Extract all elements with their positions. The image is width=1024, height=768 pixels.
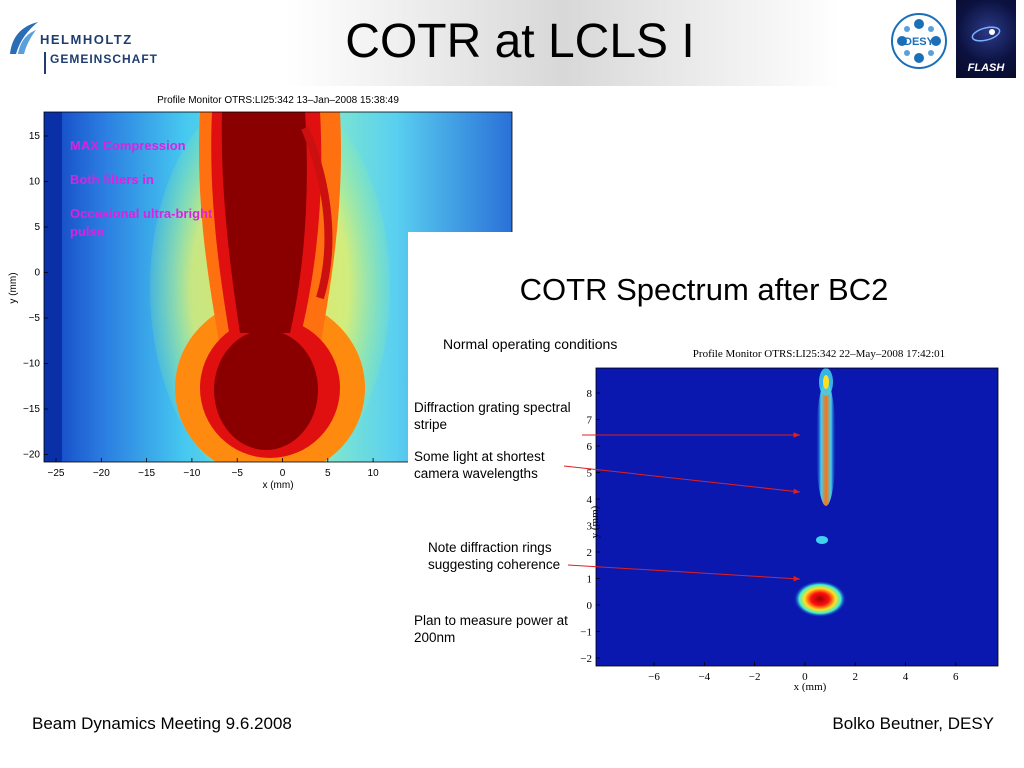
- left-x-tick: −20: [93, 468, 110, 479]
- left-x-tick: 5: [325, 468, 331, 479]
- right-y-tick: 3: [587, 521, 593, 533]
- left-x-tick: 10: [368, 468, 380, 479]
- flash-logo: FLASH: [956, 0, 1016, 78]
- note-line: Diffraction grating spectral: [414, 400, 571, 415]
- left-annotation-2: Both filters in: [70, 172, 154, 187]
- left-figure-caption: Profile Monitor OTRS:LI25:342 13–Jan–200…: [157, 95, 399, 106]
- right-y-tick: 2: [587, 547, 593, 559]
- left-x-tick: −15: [138, 468, 155, 479]
- left-y-tick: 0: [34, 268, 40, 279]
- left-x-tick: −10: [183, 468, 200, 479]
- right-x-tick: 4: [903, 671, 909, 683]
- note-arrowhead: [793, 488, 800, 495]
- right-y-tick: −1: [580, 627, 592, 639]
- note-arrow: [563, 465, 801, 493]
- left-y-tick: 10: [29, 177, 41, 188]
- right-y-tick: 6: [587, 441, 593, 453]
- desy-label: DESY: [904, 36, 935, 48]
- logo-line2: GEMEINSCHAFT: [50, 52, 158, 66]
- left-y-tick: −10: [23, 359, 40, 370]
- footer-meeting: Beam Dynamics Meeting 9.6.2008: [32, 714, 292, 733]
- right-x-tick: 6: [953, 671, 959, 683]
- left-y-tick: 15: [29, 131, 41, 142]
- right-y-tick: 8: [587, 388, 593, 400]
- condition-text: Normal operating conditions: [443, 336, 617, 352]
- spectrum-heading: COTR Spectrum after BC2: [520, 272, 889, 307]
- right-y-label: y (mm): [589, 505, 601, 538]
- right-x-tick: 2: [852, 671, 858, 683]
- flash-label: FLASH: [967, 62, 1005, 74]
- left-y-label: y (mm): [8, 272, 19, 303]
- logo-line1: HELMHOLTZ: [40, 32, 133, 47]
- left-x-tick: −5: [231, 468, 243, 479]
- note-line: Note diffraction rings: [428, 540, 552, 555]
- note-arrowhead: [793, 575, 800, 582]
- right-x-tick: 0: [802, 671, 808, 683]
- note-arrow: [567, 564, 801, 580]
- right-y-tick: 1: [587, 574, 593, 586]
- right-x-tick: −4: [698, 671, 710, 683]
- right-x-label: x (mm): [794, 681, 827, 692]
- left-y-tick: −20: [23, 450, 40, 461]
- small-spot: [816, 536, 828, 544]
- coherent-spot: [794, 581, 846, 617]
- slide-title: COTR at LCLS I: [345, 15, 695, 68]
- right-spectrum-panel: COTR Spectrum after BC2 Normal operating…: [408, 232, 1024, 693]
- left-x-tick: 0: [280, 468, 286, 479]
- right-y-tick: 4: [587, 494, 593, 506]
- right-y-tick: 0: [587, 600, 593, 612]
- left-x-label: x (mm): [262, 480, 293, 491]
- right-x-tick: −6: [648, 671, 660, 683]
- footer-author: Bolko Beutner, DESY: [832, 714, 994, 733]
- logo-divider: [44, 52, 46, 74]
- note-line: 200nm: [414, 630, 455, 645]
- left-x-tick: −25: [48, 468, 65, 479]
- note-line: camera wavelengths: [414, 466, 538, 481]
- spectral-stripe: [816, 382, 836, 506]
- left-annotation-1: MAX Compression: [70, 138, 186, 153]
- note-line: Some light at shortest: [414, 449, 545, 464]
- note-line: stripe: [414, 417, 447, 432]
- right-y-tick: −2: [580, 653, 592, 665]
- desy-logo: DESY: [890, 12, 948, 70]
- right-y-tick: 7: [587, 415, 593, 427]
- note-line: suggesting coherence: [428, 557, 560, 572]
- helmholtz-logo: HELMHOLTZ GEMEINSCHAFT: [6, 14, 166, 74]
- left-annotation-4: pulse: [70, 224, 104, 239]
- left-annotation-3: Occasional ultra-bright: [70, 206, 213, 221]
- header-band: [0, 0, 1024, 86]
- note-line: Plan to measure power at: [414, 613, 568, 628]
- left-y-tick: 5: [34, 222, 40, 233]
- helmholtz-leaf-icon: [10, 22, 38, 54]
- note-arrowhead: [793, 432, 800, 438]
- right-y-tick: 5: [587, 468, 593, 480]
- left-y-tick: −5: [29, 313, 41, 324]
- left-y-tick: −15: [23, 404, 40, 415]
- right-x-tick: −2: [749, 671, 761, 683]
- right-plot-background: [596, 368, 998, 666]
- right-figure-caption: Profile Monitor OTRS:LI25:342 22–May–200…: [693, 348, 945, 360]
